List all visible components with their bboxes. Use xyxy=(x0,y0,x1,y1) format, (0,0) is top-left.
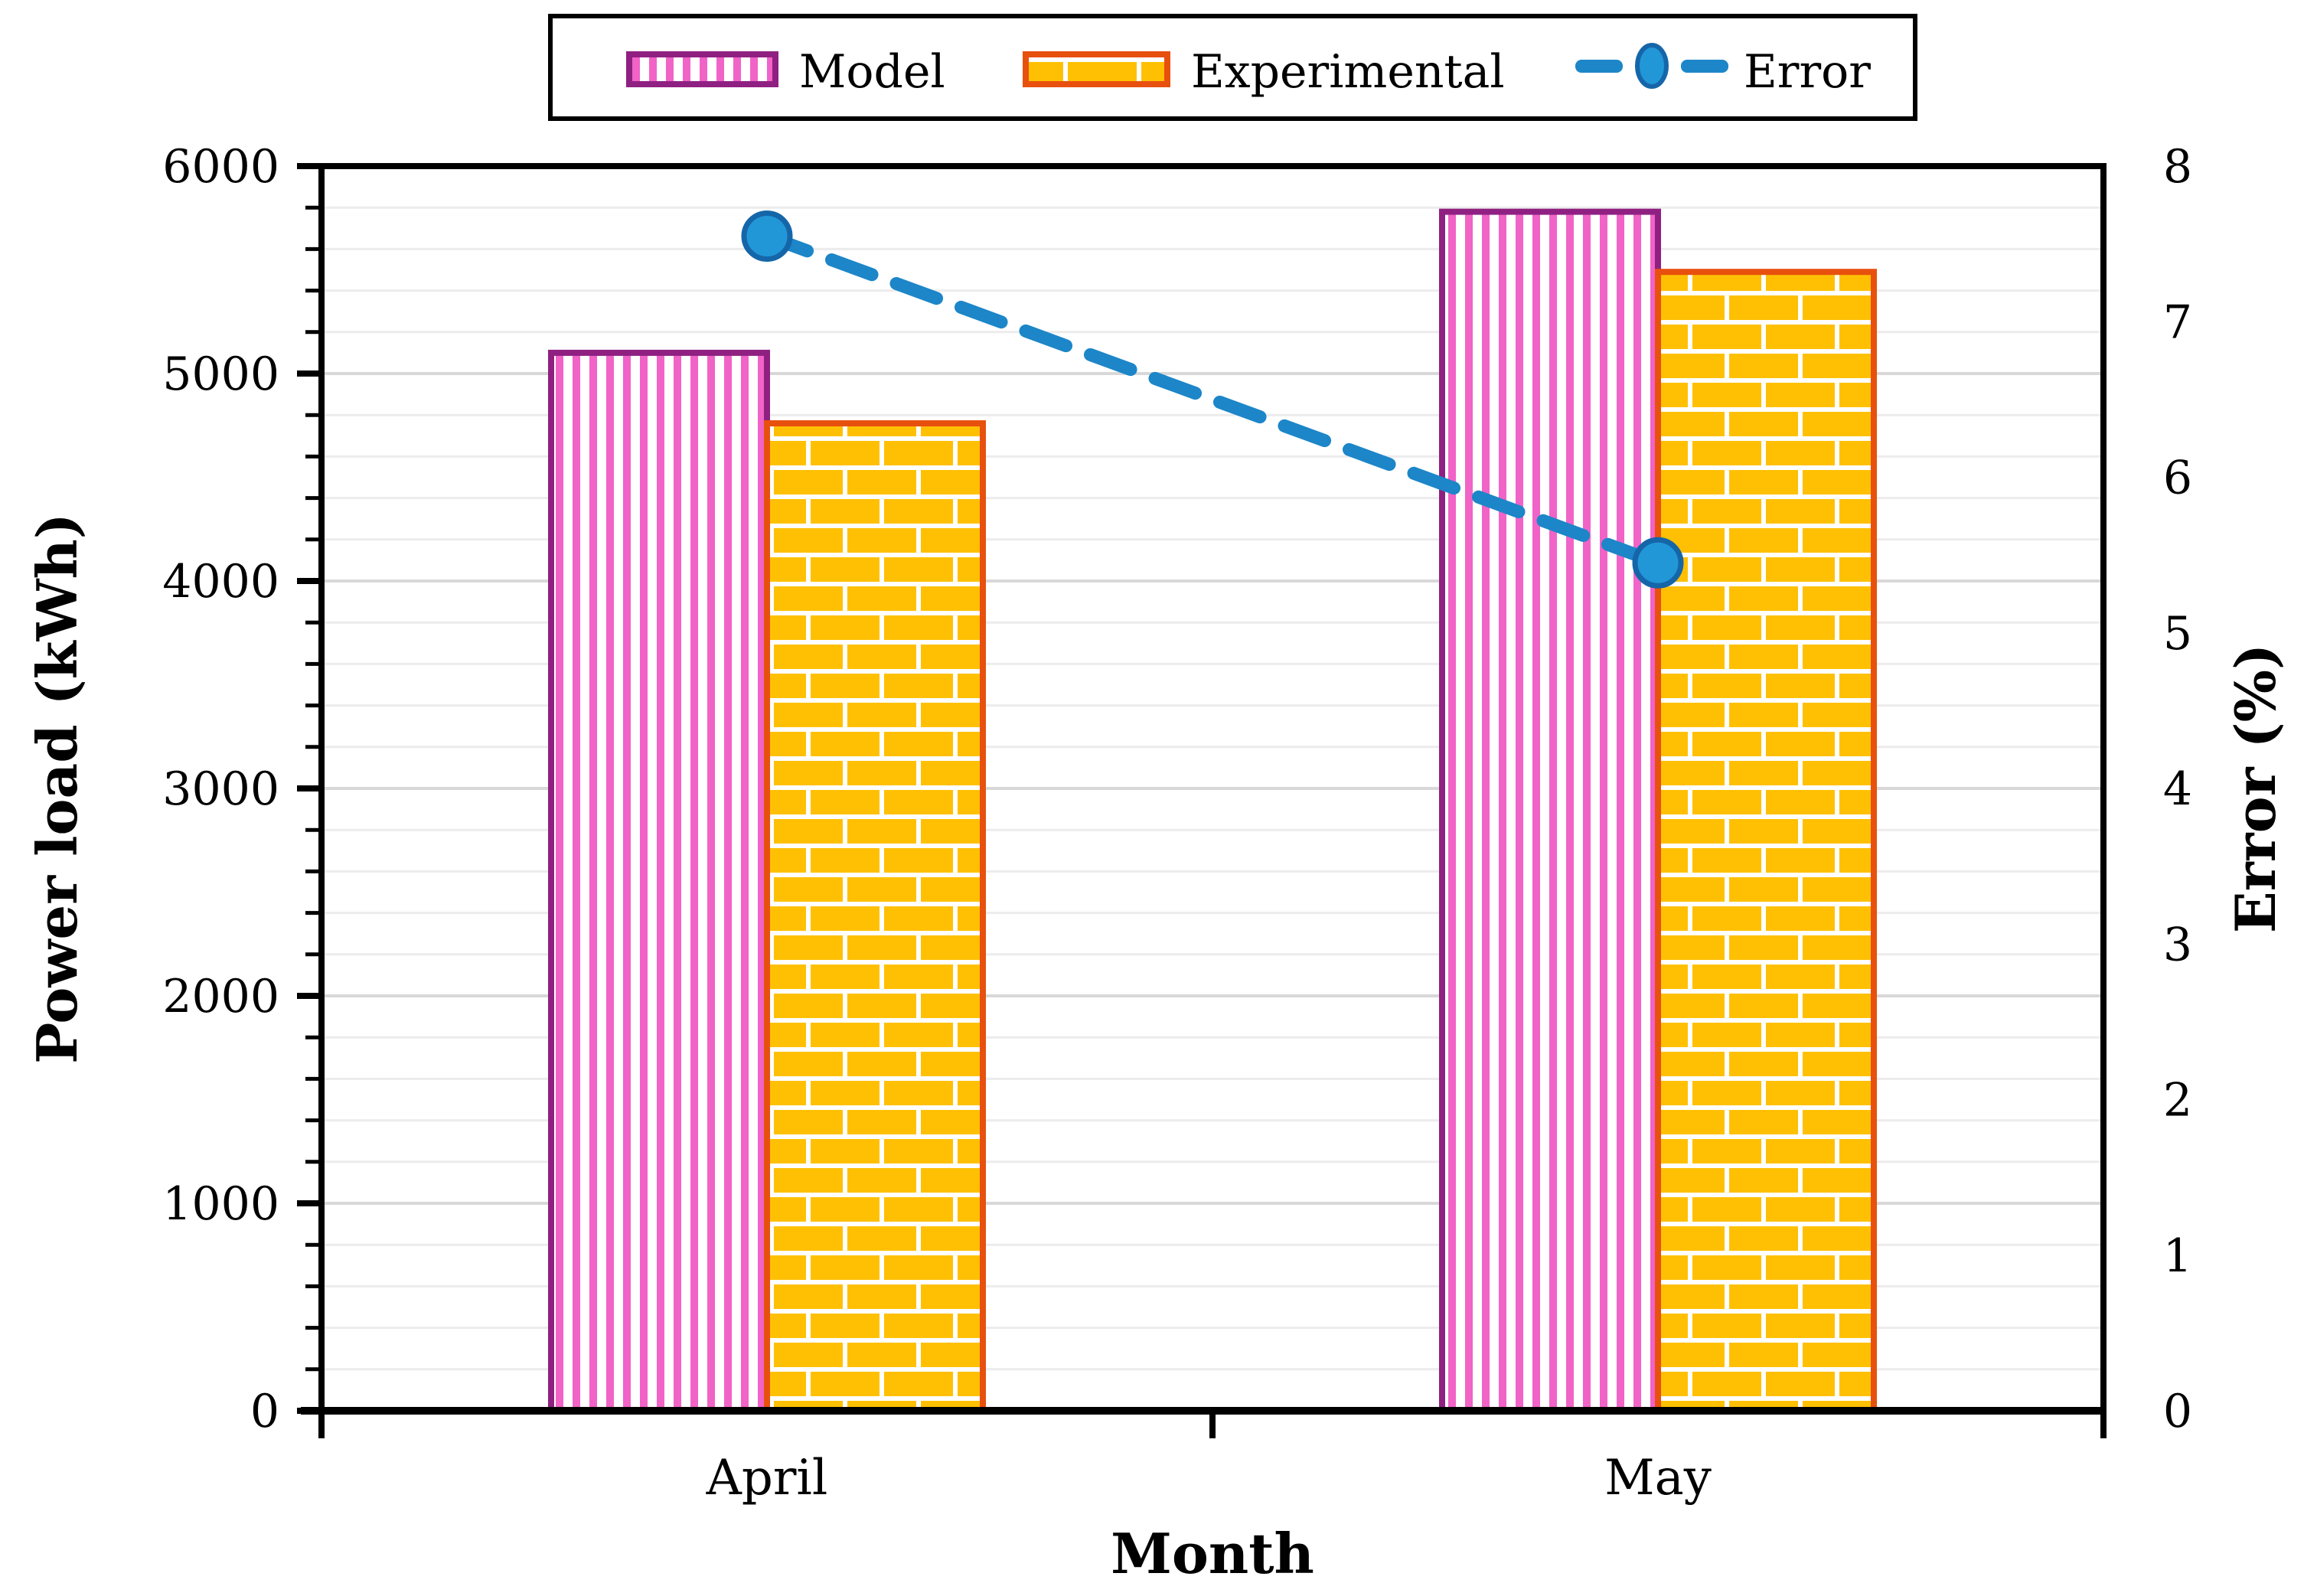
legend-swatch-model xyxy=(626,51,778,87)
error-line-layer xyxy=(741,210,1684,589)
legend-box: Model Experimental Error xyxy=(548,14,1917,121)
legend-label-error: Error xyxy=(1744,45,1871,99)
right-axis-tick-label: 5 xyxy=(2163,607,2192,661)
left-axis-title: Power load (kWh) xyxy=(24,513,90,1064)
legend-swatch-experimental xyxy=(1023,51,1170,87)
left-axis-tick-label: 2000 xyxy=(162,970,279,1023)
left-axis-tick-label: 6000 xyxy=(162,140,279,194)
right-axis-tick-label: 1 xyxy=(2163,1229,2192,1283)
bar-experimental-may xyxy=(1655,269,1877,1415)
tick-labels-layer: 0 1000 2000 3000 4000 5000 6000 0 1 2 3 4 5 6 7 8 April M… xyxy=(162,140,2192,1506)
category-label-april: April xyxy=(706,1450,828,1506)
legend-swatch-error xyxy=(1575,41,1728,90)
error-line-sample xyxy=(1575,43,1728,89)
right-axis-tick-label: 7 xyxy=(2163,295,2192,349)
right-axis-tick-label: 3 xyxy=(2163,918,2192,971)
axes-frame-layer xyxy=(297,163,2107,1438)
left-axis-tick-label: 1000 xyxy=(162,1177,279,1231)
x-axis-title: Month xyxy=(1111,1521,1314,1586)
right-axis-tick-label: 0 xyxy=(2163,1385,2192,1438)
category-label-may: May xyxy=(1604,1450,1712,1506)
bar-model-may xyxy=(1439,208,1661,1414)
error-marker-may xyxy=(1632,537,1684,589)
right-axis-title: Error (%) xyxy=(2223,644,2288,933)
bars-layer xyxy=(548,208,1877,1415)
error-dashed-line xyxy=(760,229,1665,570)
left-axis-tick-label: 4000 xyxy=(162,555,279,609)
right-axis-tick-label: 6 xyxy=(2163,452,2192,505)
left-axis-tick-label: 3000 xyxy=(162,762,279,816)
left-axis-tick-label: 0 xyxy=(250,1385,279,1438)
right-axis-tick-label: 4 xyxy=(2163,762,2192,816)
left-axis-tick-label: 5000 xyxy=(162,348,279,401)
legend-label-experimental: Experimental xyxy=(1191,45,1505,99)
bar-experimental-april xyxy=(764,420,986,1414)
bar-model-april xyxy=(548,349,770,1414)
right-axis-tick-label: 8 xyxy=(2163,140,2192,194)
legend-label-model: Model xyxy=(799,45,945,99)
right-axis-tick-label: 2 xyxy=(2163,1074,2192,1128)
error-marker-april xyxy=(741,210,793,262)
